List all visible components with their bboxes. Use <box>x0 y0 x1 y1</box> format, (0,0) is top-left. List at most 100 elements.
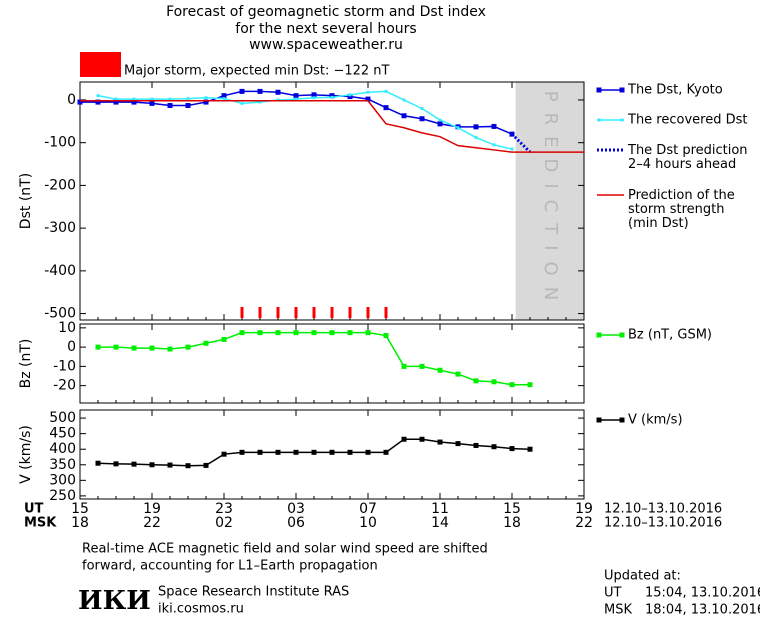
legend-marker <box>620 118 624 122</box>
storm-hour-marker <box>366 307 370 318</box>
y-tick-label: 250 <box>49 488 76 504</box>
storm-hour-marker <box>312 307 316 318</box>
y-tick-label: 450 <box>49 426 76 442</box>
data-point <box>365 449 371 455</box>
y-tick-label: -500 <box>44 306 76 322</box>
data-point <box>473 378 479 384</box>
data-point <box>239 449 245 455</box>
data-point <box>509 382 515 388</box>
title-line: www.spaceweather.ru <box>249 37 403 53</box>
data-point <box>131 345 137 351</box>
legend-marker <box>596 87 602 93</box>
legend-marker <box>596 332 602 338</box>
data-point <box>204 96 208 100</box>
updated-msk-time: 18:04, 13.10.2016 <box>645 603 760 618</box>
data-point <box>329 449 335 455</box>
data-point <box>437 367 443 373</box>
data-point <box>365 96 371 102</box>
data-point <box>330 95 334 99</box>
data-point <box>275 330 281 336</box>
y-tick-label: 0 <box>67 339 76 355</box>
data-point <box>275 89 281 95</box>
data-point <box>401 436 407 442</box>
note: forward, accounting for L1–Earth propaga… <box>82 559 378 574</box>
data-point <box>95 344 101 350</box>
legend-label: V (km/s) <box>628 413 683 428</box>
msk-tick-label: 18 <box>503 515 521 531</box>
data-point <box>473 124 479 130</box>
y-tick-label: 0 <box>67 92 76 108</box>
title-line: Forecast of geomagnetic storm and Dst in… <box>166 4 486 20</box>
y-axis-label: Bz (nT) <box>18 339 34 389</box>
data-point <box>510 147 514 151</box>
y-tick-label: 350 <box>49 457 76 473</box>
legend-label: The Dst prediction 2–4 hours ahead <box>627 143 748 172</box>
data-point <box>95 460 101 466</box>
data-point <box>311 92 317 98</box>
data-point <box>329 93 335 99</box>
msk-tick-label: 14 <box>431 515 449 531</box>
y-axis-label: V (km/s) <box>18 425 34 484</box>
data-point <box>311 449 317 455</box>
updated-ut-time: 15:04, 13.10.2016 <box>645 586 760 601</box>
data-point <box>509 446 515 452</box>
data-point <box>455 441 461 447</box>
data-point <box>312 96 316 100</box>
data-point <box>167 346 173 352</box>
series-line <box>80 100 584 153</box>
data-point <box>383 333 389 339</box>
storm-hour-marker <box>330 307 334 318</box>
date-range: 12.10–13.10.2016 <box>604 516 722 531</box>
data-point <box>347 449 353 455</box>
data-point <box>474 136 478 140</box>
data-point <box>438 118 442 122</box>
legend-label: The Dst, Kyoto <box>627 83 723 98</box>
series-line <box>510 133 532 154</box>
data-point <box>203 340 209 346</box>
data-point <box>96 94 100 98</box>
plot-frame <box>79 323 585 404</box>
data-point <box>239 88 245 94</box>
data-point <box>419 116 425 122</box>
data-point <box>419 436 425 442</box>
data-point <box>455 371 461 377</box>
data-point <box>276 98 280 102</box>
msk-tick-label: 02 <box>215 515 233 531</box>
data-point <box>420 106 424 110</box>
title-line: for the next several hours <box>235 21 416 37</box>
data-point <box>329 330 335 336</box>
data-point <box>149 345 155 351</box>
data-point <box>527 382 533 388</box>
data-point <box>257 88 263 94</box>
data-point <box>132 97 136 101</box>
storm-hour-marker <box>294 307 298 318</box>
data-point <box>402 98 406 102</box>
site: iki.cosmos.ru <box>158 602 244 617</box>
data-point <box>456 126 460 130</box>
storm-hour-marker <box>384 307 388 318</box>
y-tick-label: -100 <box>44 135 76 151</box>
data-point <box>150 97 154 101</box>
data-point <box>491 444 497 450</box>
legend-marker <box>597 118 601 122</box>
legend-label: Bz (nT, GSM) <box>628 328 712 343</box>
date-range: 12.10–13.10.2016 <box>604 502 722 517</box>
storm-legend: Major storm, expected min Dst: −122 nT <box>124 64 390 79</box>
y-tick-label: -20 <box>53 378 76 394</box>
data-point <box>185 463 191 469</box>
data-point <box>437 439 443 445</box>
y-tick-label: 400 <box>49 441 76 457</box>
data-point <box>293 330 299 336</box>
note: Real-time ACE magnetic field and solar w… <box>82 542 488 557</box>
msk-tick-label: 18 <box>71 515 89 531</box>
data-point <box>221 336 227 342</box>
data-point <box>348 93 352 97</box>
data-point <box>167 462 173 468</box>
x-tick-label: 19 <box>143 501 161 517</box>
x-tick-label: 15 <box>71 501 89 517</box>
storm-hour-marker <box>240 307 244 318</box>
data-point <box>203 99 209 105</box>
data-point <box>383 105 389 111</box>
data-point <box>384 89 388 93</box>
